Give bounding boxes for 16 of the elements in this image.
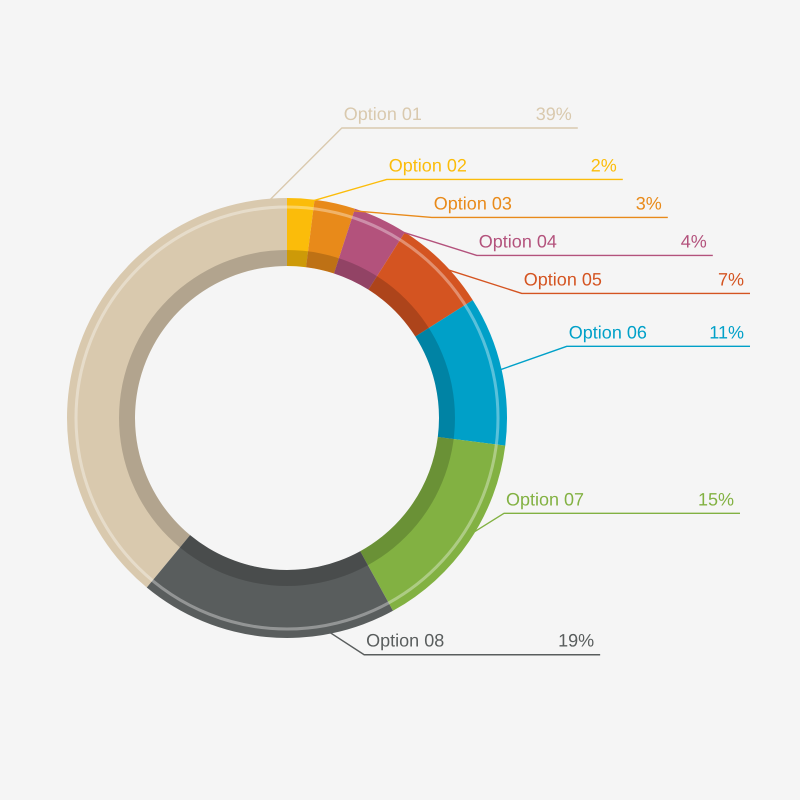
slice-label: Option 03 [434, 193, 512, 214]
data-label: 15% [698, 489, 734, 510]
data-label: 39% [536, 104, 572, 124]
slice-label: Option 01 [344, 104, 422, 124]
slice-label: Option 08 [366, 630, 444, 651]
slice-label: Option 07 [506, 489, 584, 510]
slice-label: Option 06 [568, 322, 647, 342]
data-label: 11% [709, 322, 744, 342]
data-label: 4% [680, 231, 707, 252]
data-label: 3% [636, 193, 662, 214]
data-label: 2% [590, 155, 617, 176]
data-label: 7% [718, 269, 744, 290]
data-label: 19% [558, 630, 594, 651]
slice-label: Option 04 [478, 231, 557, 252]
slice-label: Option 05 [524, 269, 602, 290]
slice-label: Option 02 [388, 155, 467, 176]
